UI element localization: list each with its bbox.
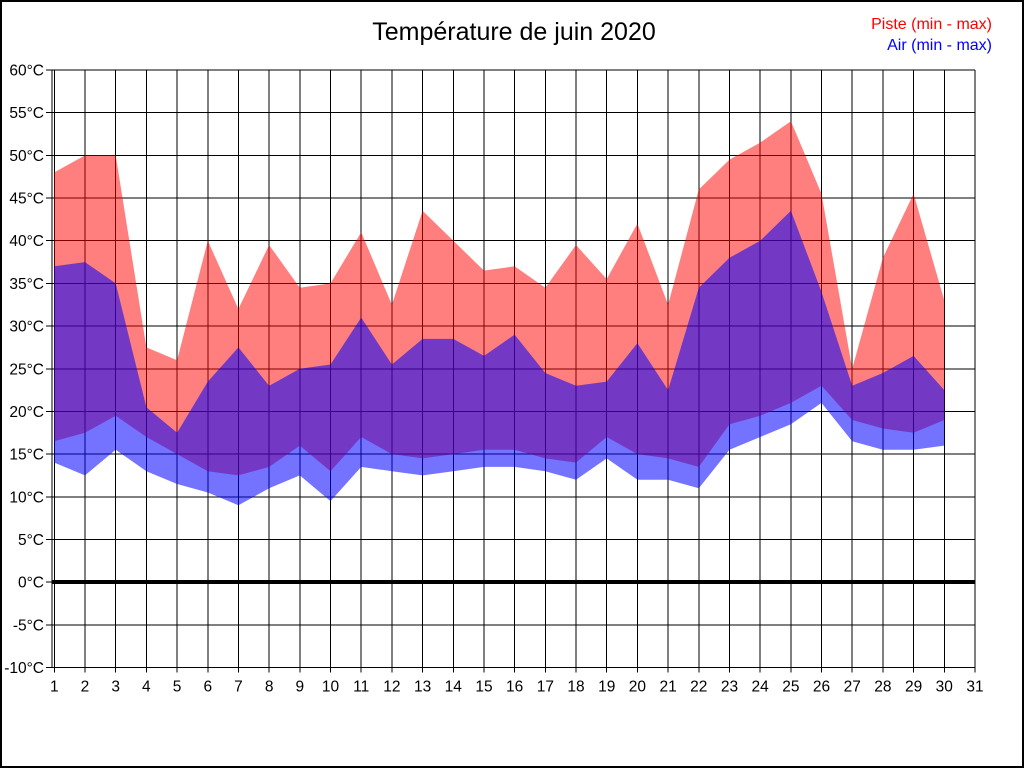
axis-ticks [46,69,976,673]
x-tick-label: 4 [142,679,151,696]
x-tick-label: 8 [265,679,274,696]
x-tick-label: 1 [50,679,59,696]
y-tick-label: 35°C [9,276,44,293]
x-tick-label: 30 [936,679,954,696]
x-tick-label: 20 [629,679,647,696]
y-tick-label: 25°C [9,361,44,378]
x-axis-labels: 1 2 3 4 5 6 7 8 9 10 11 12 13 14 15 16 17 18 19 20 21 22 23 24 2… [50,679,984,696]
x-tick-label: 15 [475,679,492,696]
legend: Piste (min - max) Air (min - max) [871,14,992,56]
y-tick-label: 10°C [9,489,44,506]
x-tick-label: 21 [659,679,676,696]
y-tick-label: 40°C [9,233,44,250]
y-tick-label: 15°C [9,447,44,464]
x-tick-label: 16 [506,679,523,696]
y-tick-label: 55°C [9,105,44,122]
x-tick-label: 11 [353,679,369,696]
x-tick-label: 14 [445,679,463,696]
x-tick-label: 27 [844,679,861,696]
air-band [54,210,945,506]
legend-item-air: Air (min - max) [887,37,992,54]
x-tick-label: 9 [296,679,305,696]
x-tick-label: 18 [567,679,584,696]
x-tick-label: 25 [782,679,799,696]
y-tick-label: 45°C [9,191,44,208]
y-tick-label: -10°C [4,660,44,677]
y-tick-label: 20°C [9,404,44,421]
x-tick-label: 23 [721,679,738,696]
x-tick-label: 26 [813,679,830,696]
x-tick-label: 10 [322,679,340,696]
x-tick-label: 19 [598,679,615,696]
x-tick-label: 24 [752,679,770,696]
x-tick-label: 6 [203,679,212,696]
y-tick-label: 50°C [9,148,44,165]
y-tick-label: 30°C [9,319,44,336]
x-tick-label: 17 [537,679,554,696]
y-tick-label: -5°C [13,617,44,634]
chart-title: Température de juin 2020 [372,18,656,46]
x-tick-label: 13 [414,679,431,696]
x-tick-label: 22 [690,679,707,696]
x-tick-label: 2 [81,679,90,696]
x-tick-label: 31 [966,679,983,696]
x-tick-label: 28 [874,679,891,696]
y-tick-label: 5°C [18,532,44,549]
x-tick-label: 12 [383,679,400,696]
y-tick-label: 60°C [9,63,44,80]
y-tick-label: 0°C [18,575,44,592]
x-tick-label: 29 [905,679,922,696]
x-tick-label: 7 [234,679,243,696]
y-axis-labels: 60°C 55°C 50°C 45°C 40°C 35°C 30°C 25°C 20°C 15°C… [4,63,44,678]
x-tick-label: 5 [173,679,182,696]
x-tick-label: 3 [111,679,120,696]
legend-item-piste: Piste (min - max) [871,16,992,33]
